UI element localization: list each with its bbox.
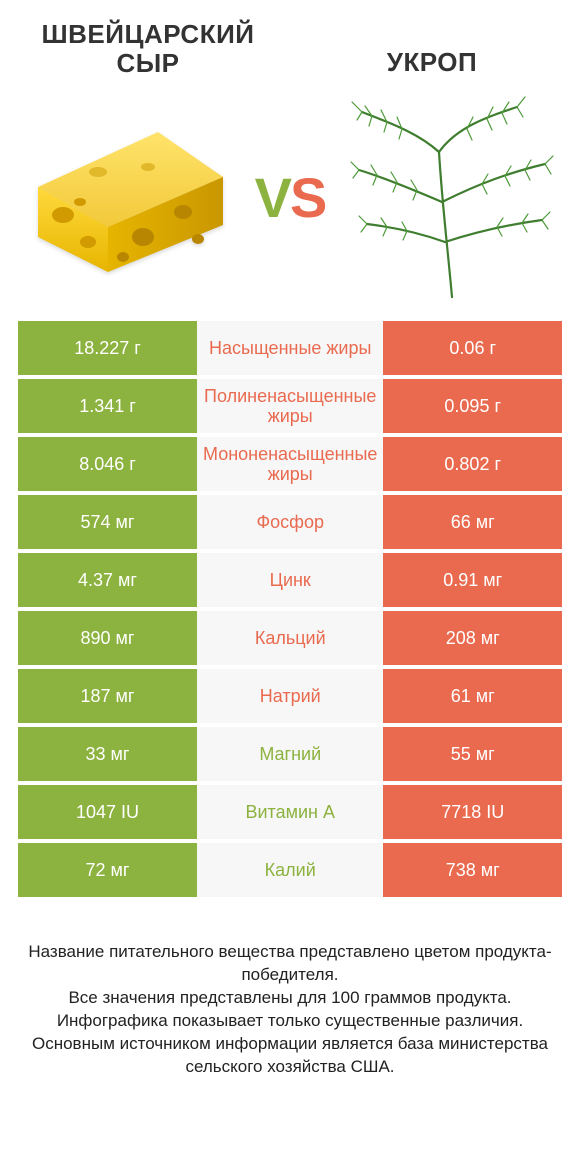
- value-left: 72 мг: [18, 843, 197, 897]
- value-right: 208 мг: [383, 611, 562, 665]
- value-right: 0.91 мг: [383, 553, 562, 607]
- vs-v: V: [255, 166, 290, 229]
- table-row: 72 мгКалий738 мг: [18, 843, 562, 897]
- table-row: 4.37 мгЦинк0.91 мг: [18, 553, 562, 607]
- table-row: 1.341 гПолиненасыщенные жиры0.095 г: [18, 379, 562, 433]
- infographic-container: ШВЕЙЦАРСКИЙ СЫР УКРОП: [0, 0, 580, 1109]
- title-left: ШВЕЙЦАРСКИЙ СЫР: [18, 20, 278, 77]
- footer-line: Название питательного вещества представл…: [28, 941, 552, 987]
- nutrient-label: Натрий: [197, 669, 383, 723]
- nutrient-label: Цинк: [197, 553, 383, 607]
- table-row: 1047 IUВитамин A7718 IU: [18, 785, 562, 839]
- value-left: 1047 IU: [18, 785, 197, 839]
- value-left: 890 мг: [18, 611, 197, 665]
- value-right: 0.06 г: [383, 321, 562, 375]
- nutrient-label: Полиненасыщенные жиры: [197, 379, 383, 433]
- dill-image: [342, 97, 562, 297]
- table-row: 8.046 гМононенасыщенные жиры0.802 г: [18, 437, 562, 491]
- nutrient-label: Калий: [197, 843, 383, 897]
- value-right: 0.095 г: [383, 379, 562, 433]
- value-right: 55 мг: [383, 727, 562, 781]
- value-right: 0.802 г: [383, 437, 562, 491]
- value-left: 4.37 мг: [18, 553, 197, 607]
- nutrient-label: Кальций: [197, 611, 383, 665]
- footer-line: Инфографика показывает только существенн…: [28, 1010, 552, 1033]
- table-row: 187 мгНатрий61 мг: [18, 669, 562, 723]
- value-right: 738 мг: [383, 843, 562, 897]
- vs-s: S: [290, 166, 325, 229]
- comparison-table: 18.227 гНасыщенные жиры0.06 г1.341 гПоли…: [18, 317, 562, 901]
- nutrient-label: Магний: [197, 727, 383, 781]
- value-left: 1.341 г: [18, 379, 197, 433]
- images-row: VS: [18, 87, 562, 307]
- nutrient-label: Насыщенные жиры: [197, 321, 383, 375]
- value-left: 33 мг: [18, 727, 197, 781]
- table-row: 890 мгКальций208 мг: [18, 611, 562, 665]
- value-left: 8.046 г: [18, 437, 197, 491]
- nutrient-label: Фосфор: [197, 495, 383, 549]
- value-left: 18.227 г: [18, 321, 197, 375]
- footer-notes: Название питательного вещества представл…: [18, 941, 562, 1079]
- value-left: 574 мг: [18, 495, 197, 549]
- value-right: 66 мг: [383, 495, 562, 549]
- value-right: 7718 IU: [383, 785, 562, 839]
- nutrient-label: Мононенасыщенные жиры: [197, 437, 383, 491]
- footer-line: Основным источником информации является …: [28, 1033, 552, 1079]
- title-right: УКРОП: [302, 20, 562, 77]
- value-left: 187 мг: [18, 669, 197, 723]
- value-right: 61 мг: [383, 669, 562, 723]
- table-row: 18.227 гНасыщенные жиры0.06 г: [18, 321, 562, 375]
- table-row: 574 мгФосфор66 мг: [18, 495, 562, 549]
- nutrient-label: Витамин A: [197, 785, 383, 839]
- table-row: 33 мгМагний55 мг: [18, 727, 562, 781]
- footer-line: Все значения представлены для 100 граммо…: [28, 987, 552, 1010]
- cheese-image: [18, 97, 238, 297]
- vs-label: VS: [255, 165, 326, 230]
- titles-row: ШВЕЙЦАРСКИЙ СЫР УКРОП: [18, 20, 562, 77]
